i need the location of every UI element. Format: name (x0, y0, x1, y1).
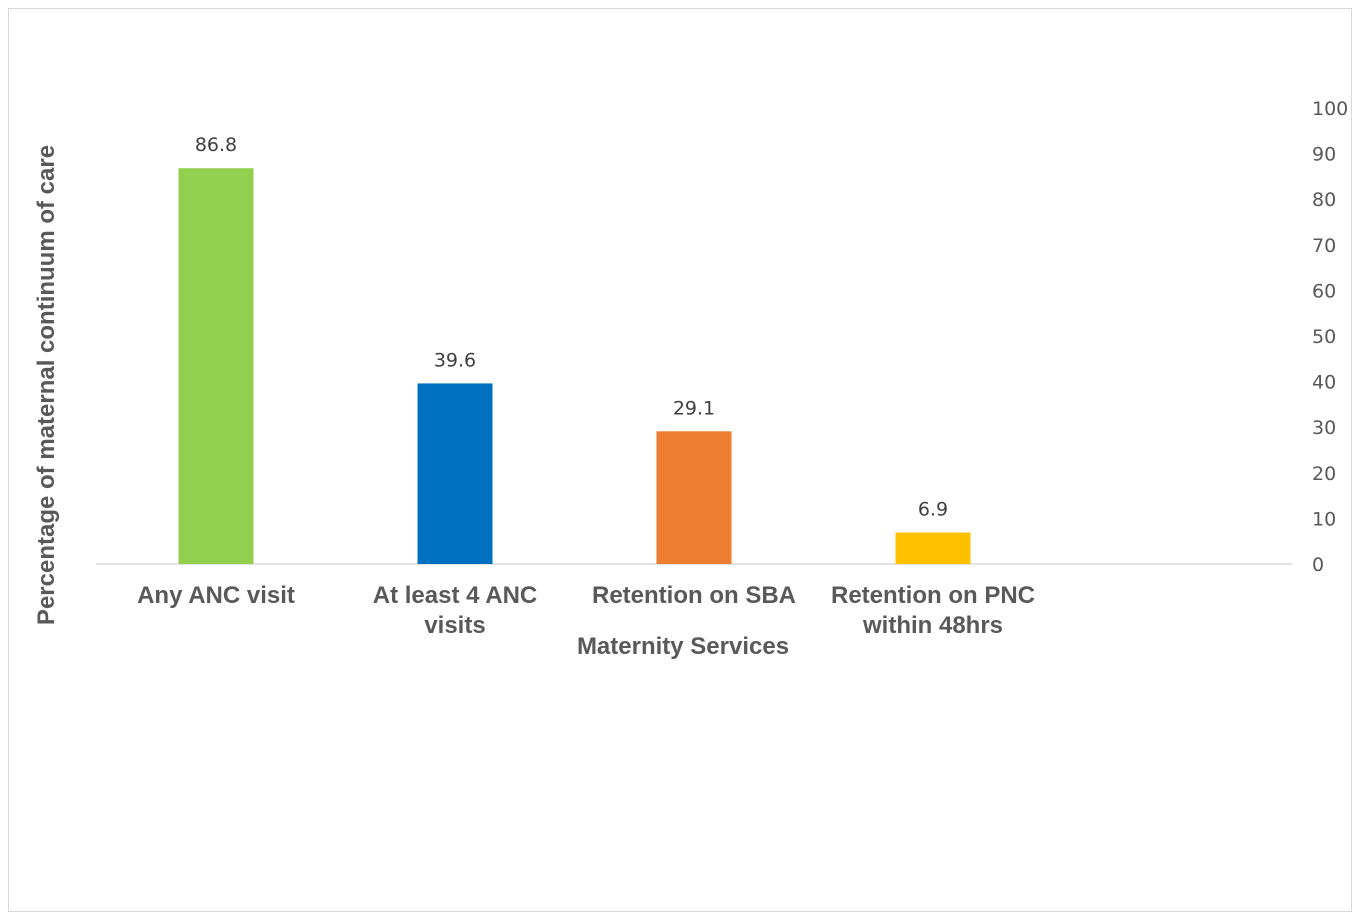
y-tick-label: 10 (1312, 508, 1336, 530)
y-tick-label: 50 (1312, 326, 1336, 348)
y-axis-title: Percentage of maternal continuum of care (33, 145, 60, 625)
bar (178, 168, 254, 564)
data-label: 39.6 (434, 349, 476, 371)
data-label: 6.9 (918, 499, 948, 521)
y-tick-label: 100 (1312, 98, 1348, 120)
category-label: At least 4 ANC visits (373, 582, 537, 639)
category-label: Retention on PNC within 48hrs (831, 582, 1035, 639)
category-label: Any ANC visit (137, 582, 295, 609)
y-tick-label: 80 (1312, 189, 1336, 211)
y-tick-label: 90 (1312, 144, 1336, 166)
category-label: Retention on SBA (592, 582, 796, 609)
bar (895, 532, 971, 564)
bar (656, 431, 732, 564)
y-tick-label: 20 (1312, 463, 1336, 485)
y-tick-label: 70 (1312, 235, 1336, 257)
y-tick-label: 30 (1312, 417, 1336, 439)
y-tick-label: 0 (1312, 554, 1324, 576)
y-tick-label: 40 (1312, 372, 1336, 394)
data-label: 29.1 (673, 397, 715, 419)
data-label: 86.8 (195, 134, 237, 156)
y-tick-label: 60 (1312, 280, 1336, 302)
x-axis-title: Maternity Services (577, 633, 789, 660)
bar (417, 383, 493, 564)
